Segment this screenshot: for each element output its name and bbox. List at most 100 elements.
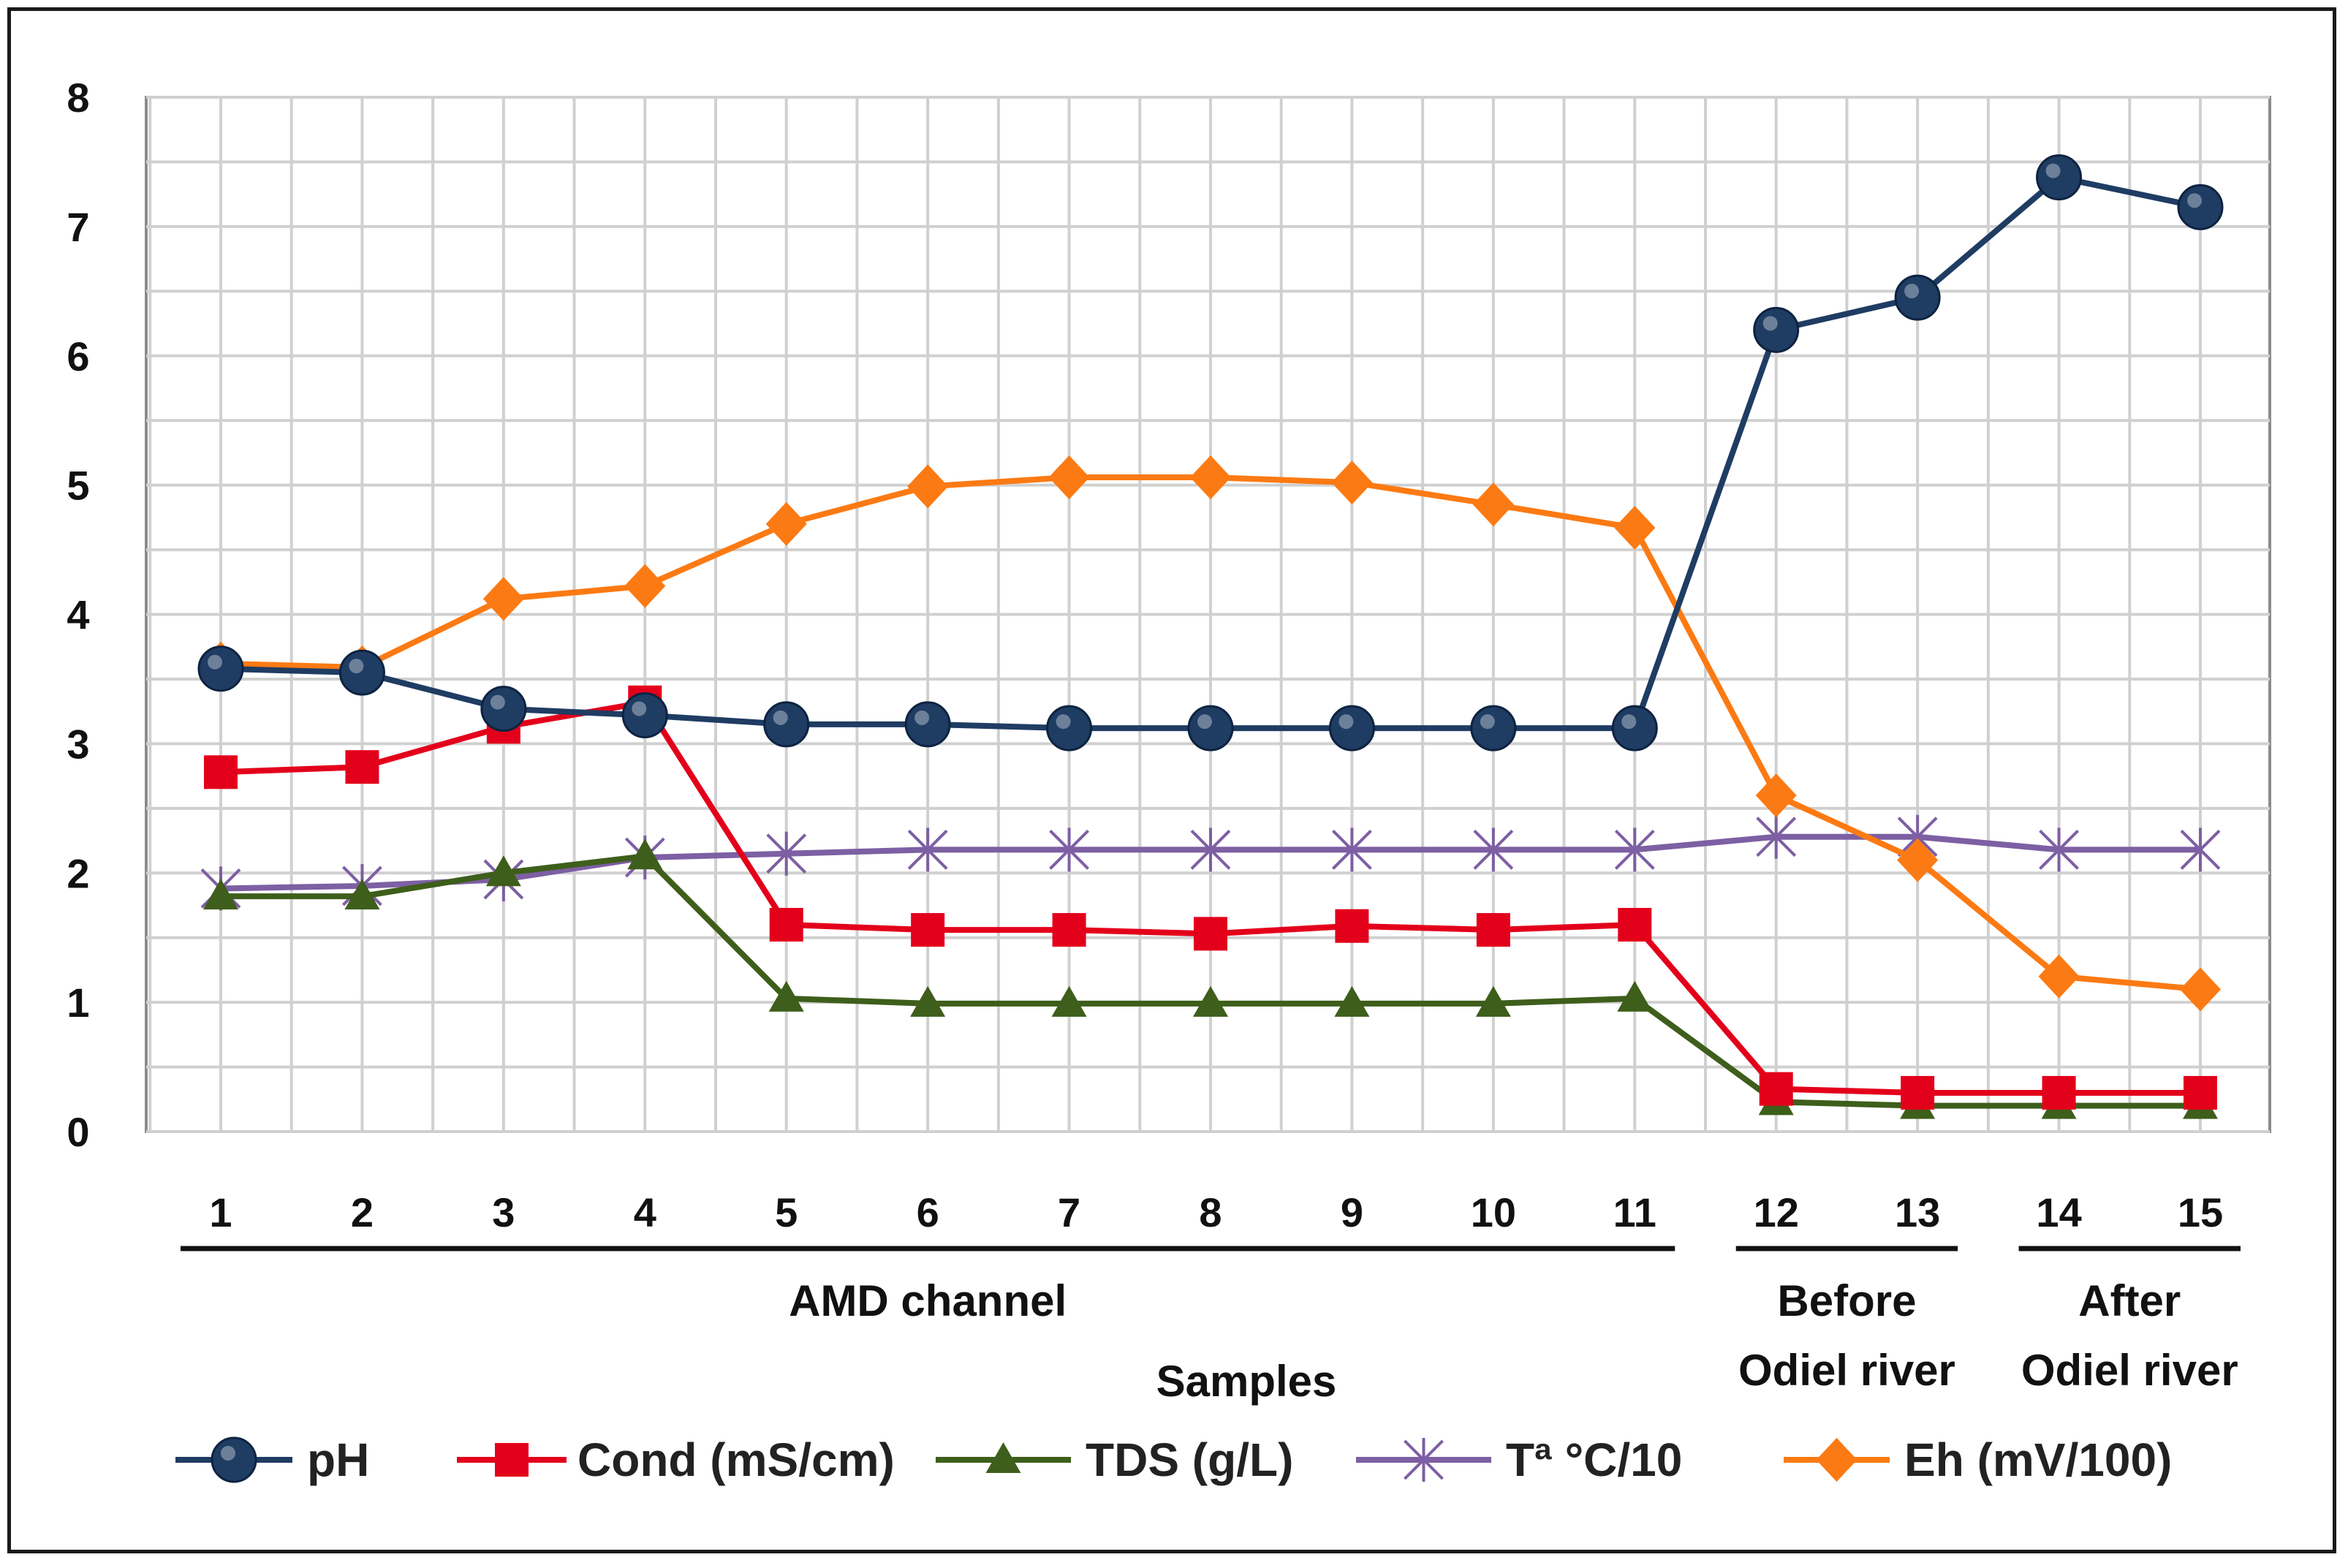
data-point-highlight (1480, 714, 1495, 730)
y-tick-label: 3 (67, 721, 89, 767)
legend-label: Tª °C/10 (1506, 1433, 1682, 1486)
x-axis-ticks: 1 2 3 4 5 6 7 8 9 10 11 12 13 14 15 (209, 1189, 2223, 1235)
y-tick-label: 7 (67, 204, 89, 250)
series-layer (197, 154, 2224, 1119)
data-point (765, 501, 807, 546)
data-point-highlight (914, 710, 930, 725)
legend: pH Cond (mS/cm) TDS (g/L) Tª °C/10 Eh (mV/10… (175, 1433, 2172, 1486)
data-point (1476, 913, 1510, 947)
data-point-highlight (773, 710, 788, 725)
x-tick-label: 14 (2036, 1189, 2081, 1235)
data-point (1759, 1072, 1793, 1106)
data-point (1473, 827, 1514, 872)
y-tick-label: 8 (67, 75, 89, 121)
group-label-line: Before (1777, 1276, 1916, 1325)
data-point (1187, 705, 1234, 751)
data-point-highlight (208, 654, 222, 670)
data-point (211, 1436, 257, 1483)
data-point (1052, 913, 1086, 947)
data-point (1334, 985, 1370, 1017)
x-tick-label: 9 (1341, 1189, 1363, 1235)
x-tick-label: 10 (1471, 1189, 1516, 1235)
data-point (1755, 773, 1797, 818)
data-point (2177, 183, 2224, 230)
sample-group-labels: AMD channel Before Odiel river After Odiel r… (789, 1276, 2238, 1395)
data-point (204, 755, 238, 789)
data-point (1048, 455, 1090, 500)
group-label: Before Odiel river (1738, 1276, 1955, 1395)
data-point-highlight (221, 1446, 235, 1461)
y-tick-label: 4 (67, 592, 89, 638)
x-tick-label: 2 (351, 1189, 374, 1235)
y-tick-label: 5 (67, 463, 89, 509)
series-cond (204, 685, 2217, 1110)
data-point-highlight (1904, 284, 1920, 299)
data-point (768, 980, 804, 1012)
data-point (344, 879, 380, 910)
data-point (1894, 274, 1941, 321)
data-point (2036, 154, 2083, 201)
legend-item: pH (175, 1433, 369, 1486)
data-point (1193, 985, 1228, 1017)
data-point-highlight (2045, 163, 2061, 178)
data-point (1335, 909, 1369, 943)
data-point (1332, 827, 1372, 872)
data-point (482, 577, 524, 621)
legend-item: Eh (mV/100) (1784, 1433, 2172, 1486)
legend-label: Eh (mV/100) (1904, 1433, 2172, 1486)
data-point (2038, 954, 2080, 999)
data-point-highlight (349, 659, 364, 674)
data-point-highlight (1056, 714, 1071, 730)
x-tick-label: 11 (1613, 1189, 1656, 1235)
x-tick-label: 12 (1754, 1189, 1799, 1235)
data-point (763, 701, 810, 748)
data-point (197, 645, 244, 692)
data-point-highlight (632, 701, 647, 716)
y-axis-ticks: 0 1 2 3 4 5 6 7 8 (67, 75, 89, 1155)
data-point (2042, 1075, 2076, 1110)
data-point (1617, 980, 1653, 1012)
data-point (485, 855, 521, 887)
data-point (1611, 705, 1658, 751)
y-tick-label: 6 (67, 333, 89, 379)
x-tick-label: 8 (1199, 1189, 1222, 1235)
data-point (627, 838, 663, 870)
data-point-highlight (490, 694, 505, 710)
group-label-line: Odiel river (2021, 1346, 2238, 1395)
y-tick-label: 0 (67, 1109, 89, 1155)
legend-item: Tª °C/10 (1356, 1433, 1682, 1486)
data-point (480, 686, 527, 732)
data-point (1816, 1438, 1857, 1482)
legend-item: TDS (g/L) (936, 1433, 1293, 1486)
legend-label: TDS (g/L) (1086, 1433, 1293, 1486)
data-point (911, 913, 945, 947)
x-tick-label: 7 (1058, 1189, 1080, 1235)
data-point (1614, 827, 1655, 872)
group-label-line: Odiel river (1738, 1346, 1955, 1395)
x-tick-label: 3 (492, 1189, 515, 1235)
group-label-line: AMD channel (789, 1276, 1067, 1325)
data-point (1404, 1438, 1444, 1482)
data-point (2039, 827, 2079, 872)
data-point (203, 879, 238, 910)
x-tick-label: 15 (2178, 1189, 2223, 1235)
y-tick-label: 1 (67, 980, 89, 1026)
data-point (1190, 827, 1231, 872)
data-point (2180, 967, 2221, 1012)
data-point (1190, 455, 1231, 500)
data-point (338, 649, 385, 696)
y-tick-label: 2 (67, 850, 89, 896)
x-axis-title: Samples (1156, 1357, 1337, 1406)
data-point (345, 750, 379, 784)
legend-item: Cond (mS/cm) (457, 1433, 895, 1486)
data-point-highlight (2187, 193, 2202, 208)
data-point (1475, 985, 1511, 1017)
data-point-highlight (1762, 316, 1778, 331)
data-point-highlight (1197, 714, 1212, 730)
data-point (495, 1443, 529, 1477)
data-point (1753, 306, 1800, 353)
data-point (1756, 814, 1797, 859)
x-tick-label: 6 (917, 1189, 939, 1235)
data-point (1194, 917, 1227, 951)
